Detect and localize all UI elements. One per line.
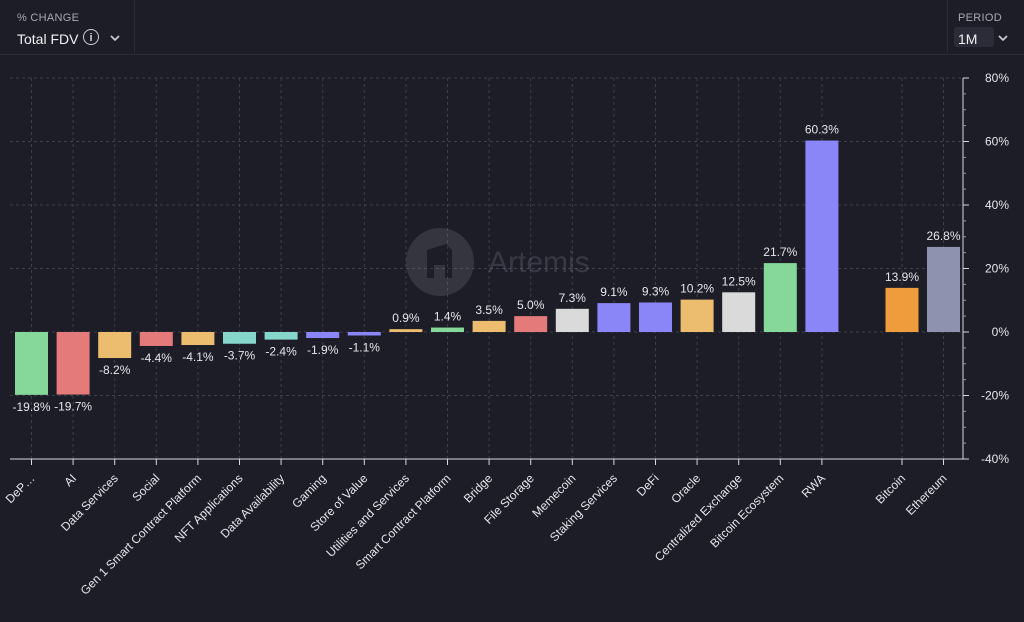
period-selector-value[interactable]: 1M bbox=[958, 31, 978, 47]
data-label: 21.7% bbox=[763, 245, 797, 259]
bar-oracle[interactable] bbox=[680, 299, 714, 332]
data-label: 7.3% bbox=[559, 291, 587, 305]
bar-rwa[interactable] bbox=[805, 140, 839, 332]
period-selector-label: PERIOD bbox=[958, 12, 1002, 24]
data-label: 60.3% bbox=[805, 123, 839, 137]
bar-store-of-value[interactable] bbox=[347, 332, 381, 336]
info-icon[interactable]: i bbox=[83, 29, 99, 45]
data-label: -4.1% bbox=[182, 350, 214, 364]
period-selector-box[interactable] bbox=[954, 27, 994, 47]
bar-bitcoin-ecosystem[interactable] bbox=[763, 263, 797, 332]
bar-utilities-and-services[interactable] bbox=[389, 329, 423, 332]
data-label: -2.4% bbox=[265, 345, 297, 359]
artemis-watermark: Artemis bbox=[406, 228, 590, 296]
data-label: 1.4% bbox=[434, 310, 462, 324]
bar-bridge[interactable] bbox=[472, 320, 506, 332]
data-label: 12.5% bbox=[722, 274, 756, 288]
bar-memecoin[interactable] bbox=[555, 308, 589, 332]
bar-ai[interactable] bbox=[56, 332, 90, 395]
data-label: 0.9% bbox=[392, 311, 420, 325]
bar-defi[interactable] bbox=[639, 302, 672, 332]
data-label: -4.4% bbox=[141, 351, 173, 365]
y-tick-label: 20% bbox=[985, 262, 1009, 276]
period-selector[interactable]: PERIOD 1M bbox=[947, 0, 1024, 53]
data-label: -1.1% bbox=[349, 340, 381, 354]
bar-file-storage[interactable] bbox=[514, 316, 548, 332]
x-tick-label: Social bbox=[129, 471, 162, 504]
y-tick-label: 0% bbox=[992, 325, 1010, 339]
artemis-logo-mark bbox=[427, 244, 452, 278]
bar-staking-services[interactable] bbox=[597, 303, 631, 332]
x-tick-label: Bridge bbox=[461, 471, 496, 506]
bar-data-services[interactable] bbox=[98, 332, 132, 359]
x-tick-label: Bitcoin Ecosystem bbox=[707, 471, 786, 550]
data-label: 13.9% bbox=[885, 270, 919, 284]
artemis-logo-icon bbox=[406, 228, 474, 296]
x-tick-label: Bitcoin bbox=[873, 471, 908, 506]
data-label: -1.9% bbox=[307, 343, 339, 357]
metric-selector[interactable]: % CHANGE Total FDV i bbox=[0, 0, 135, 53]
data-label: -3.7% bbox=[224, 349, 256, 363]
chart-bars: -19.8% -19.7% -8.2% -4.4% -4.1% -3.7% -2.4% -1.… bbox=[12, 123, 960, 414]
data-label: 5.0% bbox=[517, 298, 545, 312]
bar-ethereum[interactable] bbox=[927, 246, 960, 332]
data-label: -19.7% bbox=[54, 400, 92, 414]
metric-selector-value[interactable]: Total FDV bbox=[17, 31, 79, 47]
chevron-down-icon[interactable] bbox=[110, 33, 120, 43]
chart-controls-bar: % CHANGE Total FDV i PERIOD 1M bbox=[0, 0, 1024, 55]
data-label: -19.8% bbox=[12, 400, 50, 414]
y-tick-label: 60% bbox=[985, 135, 1009, 149]
bar-social[interactable] bbox=[139, 332, 173, 346]
y-tick-label: 40% bbox=[985, 198, 1009, 212]
bar-smart-contract-platform[interactable] bbox=[431, 327, 464, 332]
x-tick-label: DeFi bbox=[634, 471, 662, 499]
bar-bitcoin[interactable] bbox=[885, 287, 919, 332]
y-tick-label: -20% bbox=[981, 389, 1009, 403]
x-tick-label: DeP… bbox=[3, 471, 38, 506]
y-tick-label: -40% bbox=[981, 452, 1009, 466]
bar-gaming[interactable] bbox=[306, 332, 340, 339]
bar-nft-applications[interactable] bbox=[223, 332, 256, 344]
x-tick-label: Oracle bbox=[668, 471, 703, 506]
data-label: 3.5% bbox=[475, 303, 503, 317]
data-label: 9.1% bbox=[600, 285, 628, 299]
data-label: 26.8% bbox=[926, 229, 960, 243]
bar-data-availability[interactable] bbox=[264, 332, 298, 340]
data-label: 9.3% bbox=[642, 284, 670, 298]
chevron-down-icon[interactable] bbox=[998, 33, 1008, 43]
x-tick-label: Gaming bbox=[289, 471, 329, 511]
x-tick-label: RWA bbox=[799, 471, 828, 500]
data-label: -8.2% bbox=[99, 363, 131, 377]
bar-centralized-exchange[interactable] bbox=[722, 292, 756, 332]
watermark-text: Artemis bbox=[488, 246, 590, 279]
y-tick-label: 80% bbox=[985, 71, 1009, 85]
x-tick-label: AI bbox=[61, 471, 79, 489]
x-tick-label: Ethereum bbox=[903, 471, 950, 518]
bar-gen-1-smart-contract-platform[interactable] bbox=[181, 332, 215, 346]
metric-selector-label: % CHANGE bbox=[17, 12, 80, 24]
data-label: 10.2% bbox=[680, 282, 714, 296]
bar-dep-[interactable] bbox=[15, 332, 48, 395]
